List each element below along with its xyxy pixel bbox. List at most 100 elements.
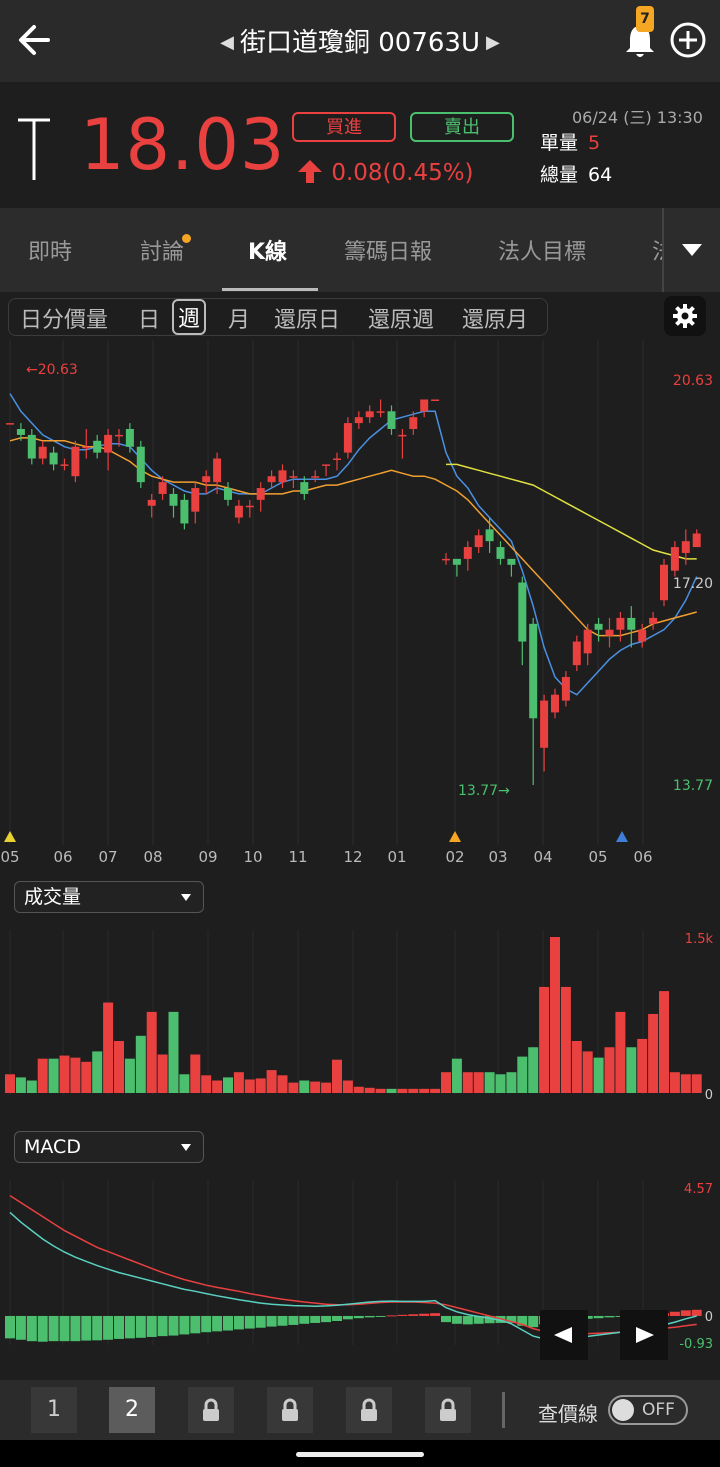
lock-icon bbox=[282, 1398, 298, 1421]
volume-bar bbox=[408, 1088, 419, 1093]
chart-scroll-right-button[interactable] bbox=[620, 1310, 668, 1360]
lock-icon bbox=[361, 1398, 377, 1421]
candle-body bbox=[409, 417, 418, 430]
lock-icon bbox=[203, 1398, 219, 1421]
candle-body bbox=[60, 464, 69, 466]
candle-body bbox=[692, 533, 701, 548]
macd-histogram-bar bbox=[364, 1315, 375, 1318]
tab-chips-daily[interactable]: 籌碼日報 bbox=[344, 240, 433, 265]
bell-icon[interactable] bbox=[620, 18, 660, 62]
period-day[interactable]: 日 bbox=[138, 308, 161, 333]
period-adjusted-week[interactable]: 還原週 bbox=[368, 308, 435, 333]
candle-body bbox=[420, 399, 429, 412]
x-axis-tick-label: 03 bbox=[488, 848, 507, 866]
page-2-button[interactable]: 2 bbox=[109, 1387, 155, 1433]
macd-histogram-bar bbox=[375, 1315, 386, 1317]
period-intraday-price-volume[interactable]: 日分價量 bbox=[20, 308, 109, 333]
active-tab-indicator bbox=[222, 288, 318, 291]
candle-body bbox=[518, 582, 527, 642]
locked-slot-4[interactable] bbox=[425, 1387, 471, 1433]
volume-bar bbox=[430, 1088, 441, 1093]
period-adjusted-month[interactable]: 還原月 bbox=[462, 308, 529, 333]
stock-title[interactable]: ◀ 街口道瓊銅 00763U ▶ bbox=[0, 22, 720, 59]
macd-histogram-bar bbox=[451, 1315, 462, 1324]
notification-badge: 7 bbox=[636, 6, 654, 32]
volume-bar bbox=[506, 1072, 517, 1093]
macd-histogram-bar bbox=[473, 1315, 484, 1324]
candle-body bbox=[649, 617, 658, 624]
macd-histogram-bar bbox=[244, 1315, 255, 1329]
volume-bar bbox=[604, 1047, 615, 1093]
max-price-annotation: ←20.63 bbox=[26, 362, 78, 378]
prev-stock-icon[interactable]: ◀ bbox=[220, 32, 234, 53]
tab-more-clipped[interactable]: 法 bbox=[652, 234, 662, 266]
tab-discussion[interactable]: 討論 bbox=[140, 240, 185, 265]
candle-body bbox=[191, 488, 200, 512]
macd-histogram-bar bbox=[321, 1315, 332, 1323]
volume-bar bbox=[462, 1072, 473, 1093]
tab-institutional-target[interactable]: 法人目標 bbox=[498, 240, 587, 265]
macd-histogram-bar bbox=[124, 1315, 135, 1339]
volume-bar bbox=[375, 1088, 386, 1093]
macd-histogram-bar bbox=[310, 1315, 321, 1323]
next-stock-icon[interactable]: ▶ bbox=[486, 32, 500, 53]
macd-histogram-bar bbox=[212, 1315, 223, 1332]
volume-bar bbox=[386, 1088, 397, 1093]
macd-histogram-bar bbox=[332, 1315, 342, 1321]
tab-menu-dropdown-icon[interactable] bbox=[680, 240, 704, 260]
locked-slot-2[interactable] bbox=[267, 1387, 313, 1433]
macd-indicator-select[interactable]: MACD bbox=[14, 1131, 204, 1163]
macd-histogram-bar bbox=[201, 1315, 212, 1333]
volume-bar bbox=[517, 1056, 528, 1093]
volume-bar bbox=[124, 1058, 135, 1093]
volume-bar bbox=[332, 1059, 342, 1093]
home-indicator[interactable] bbox=[296, 1452, 424, 1457]
macd-histogram-bar bbox=[691, 1309, 702, 1316]
candle-body bbox=[376, 411, 385, 413]
lookup-line-toggle[interactable]: OFF bbox=[608, 1395, 688, 1425]
stock-title-text: 街口道瓊銅 00763U bbox=[239, 28, 480, 58]
macd-histogram-bar bbox=[223, 1315, 233, 1331]
macd-histogram-bar bbox=[386, 1315, 397, 1317]
period-month[interactable]: 月 bbox=[228, 308, 251, 333]
locked-slot-3[interactable] bbox=[346, 1387, 392, 1433]
toggle-state-label: OFF bbox=[642, 1400, 675, 1420]
add-circle-icon[interactable] bbox=[668, 20, 708, 60]
macd-histogram-bar bbox=[190, 1315, 201, 1334]
price-change-text: 0.08(0.45%) bbox=[331, 160, 474, 186]
macd-histogram-bar bbox=[15, 1315, 26, 1340]
period-adjusted-day[interactable]: 還原日 bbox=[274, 308, 341, 333]
volume-bar bbox=[37, 1058, 48, 1093]
x-axis-tick-label: 05 bbox=[588, 848, 607, 866]
candle-body bbox=[125, 429, 134, 447]
total-volume-label: 總量 bbox=[540, 164, 579, 186]
volume-bar bbox=[201, 1075, 212, 1093]
unread-dot bbox=[182, 234, 191, 243]
chart-area[interactable]: 20.63 17.20 13.77 ←20.63 13.77→ 05 06 07 08 09 10 1… bbox=[0, 338, 720, 1378]
page-1-button[interactable]: 1 bbox=[31, 1387, 77, 1433]
volume-bar bbox=[212, 1080, 223, 1093]
chart-scroll-left-button[interactable] bbox=[540, 1310, 588, 1360]
unit-volume-value: 5 bbox=[588, 132, 601, 154]
sell-button[interactable]: 賣出 bbox=[410, 112, 514, 142]
tab-kline[interactable]: K線 bbox=[248, 240, 288, 265]
buy-button[interactable]: 買進 bbox=[292, 112, 396, 142]
volume-bar bbox=[277, 1075, 288, 1093]
play-left-icon bbox=[554, 1327, 572, 1343]
candle-body bbox=[583, 629, 592, 654]
chart-settings-button[interactable] bbox=[664, 296, 706, 336]
tab-realtime[interactable]: 即時 bbox=[28, 240, 73, 265]
candle-body bbox=[638, 629, 647, 642]
macd-histogram-bar bbox=[266, 1315, 277, 1327]
volume-bar bbox=[364, 1087, 375, 1093]
back-arrow-icon[interactable] bbox=[14, 18, 54, 62]
unit-volume: 單量 5 bbox=[540, 128, 600, 155]
locked-slot-1[interactable] bbox=[188, 1387, 234, 1433]
volume-bar bbox=[288, 1082, 299, 1093]
volume-indicator-select[interactable]: 成交量 bbox=[14, 881, 204, 913]
candle-body bbox=[6, 423, 14, 425]
x-axis-tick-label: 02 bbox=[445, 848, 464, 866]
macd-histogram-bar bbox=[288, 1315, 299, 1325]
volume-bar bbox=[15, 1077, 26, 1093]
period-week[interactable]: 週 bbox=[172, 299, 207, 335]
